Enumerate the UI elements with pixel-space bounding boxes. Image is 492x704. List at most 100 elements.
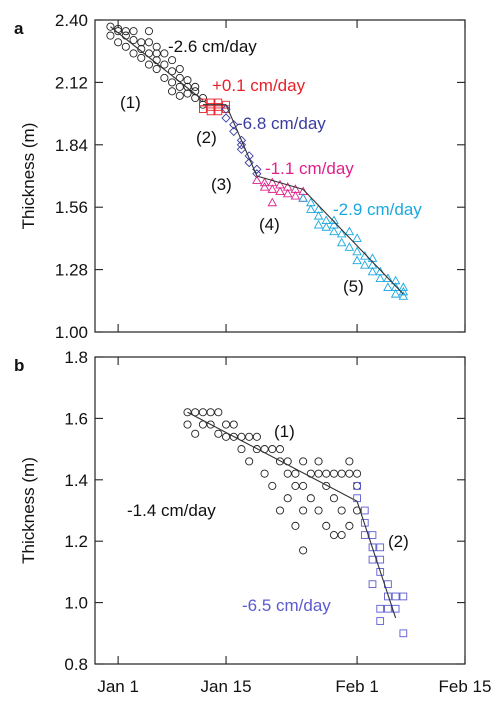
data-point (376, 543, 385, 552)
data-point (229, 126, 239, 137)
data-point (191, 429, 200, 438)
data-point (329, 494, 339, 503)
data-point (399, 629, 408, 638)
y-tick-label: 1.56 (55, 198, 88, 217)
data-point (260, 469, 269, 478)
data-point (336, 228, 347, 238)
y-tick-label: 1.4 (64, 471, 88, 490)
data-point (236, 144, 247, 154)
data-point (376, 604, 385, 613)
data-point (306, 494, 315, 503)
data-point (221, 432, 231, 441)
data-point (344, 242, 355, 251)
data-point (329, 226, 339, 236)
segment-label: (3) (211, 175, 232, 194)
data-point (144, 60, 154, 69)
data-point (322, 521, 331, 530)
data-point (376, 555, 385, 564)
data-point (337, 469, 346, 478)
data-point (175, 64, 184, 74)
data-point (252, 445, 261, 454)
data-point (329, 469, 339, 478)
data-point (299, 457, 308, 466)
data-point (175, 91, 184, 100)
data-point (160, 60, 169, 69)
panel-b: b 0.8 1.0 1.2 1.4 1.6 1.8 Thickness (m) Jan 1 Jan… (14, 348, 491, 696)
data-point (168, 78, 177, 87)
data-point (275, 506, 285, 515)
data-point (268, 481, 277, 490)
data-point (214, 98, 223, 107)
fit-line (302, 188, 404, 295)
y-axis-label: Thickness (m) (19, 123, 38, 230)
data-point (329, 531, 339, 540)
data-point (298, 193, 308, 202)
series-0 (183, 408, 362, 555)
data-point (114, 27, 123, 36)
fit-line (225, 104, 258, 177)
data-point (199, 105, 207, 113)
data-point (152, 64, 161, 74)
rate-annotation: -6.8 cm/day (237, 114, 326, 133)
data-point (106, 31, 115, 40)
data-point (229, 432, 238, 441)
data-point (322, 469, 331, 478)
data-point (390, 288, 401, 298)
y-tick-label: 1.28 (55, 261, 88, 280)
segment-label: (1) (120, 93, 141, 112)
data-point (229, 420, 238, 429)
data-point (121, 27, 130, 36)
data-point (376, 617, 385, 625)
data-point (291, 521, 300, 530)
data-point (191, 82, 200, 91)
data-point (398, 282, 409, 291)
segment-label: (1) (274, 422, 295, 441)
data-point (360, 506, 369, 515)
segment-label: (2) (196, 128, 217, 147)
data-point (183, 89, 192, 98)
rate-annotation: +0.1 cm/day (212, 76, 306, 95)
data-point (275, 445, 285, 454)
y-tick-label: 1.2 (64, 532, 88, 551)
data-point (183, 420, 192, 429)
data-point (214, 429, 223, 438)
data-point (168, 56, 177, 65)
data-point (137, 53, 146, 62)
data-point (244, 151, 254, 161)
data-point (245, 457, 254, 466)
data-point (367, 266, 378, 276)
data-point (345, 457, 354, 466)
fit-line (187, 411, 358, 502)
rate-annotation: -6.5 cm/day (242, 596, 331, 615)
data-point (291, 469, 300, 478)
data-point (267, 197, 278, 207)
data-point (229, 120, 239, 130)
data-point (375, 273, 385, 282)
data-point (129, 27, 138, 36)
data-point (175, 82, 184, 91)
data-point (282, 188, 293, 198)
data-point (221, 104, 231, 114)
data-point (345, 521, 354, 530)
data-point (160, 73, 169, 82)
data-point (114, 38, 123, 47)
data-point (376, 568, 385, 576)
data-point (313, 219, 324, 229)
data-point (352, 255, 362, 265)
data-point (206, 408, 215, 417)
data-point (298, 193, 308, 202)
plot-frame (94, 356, 466, 665)
data-point (252, 164, 262, 174)
data-point (314, 457, 323, 466)
data-point (198, 408, 207, 417)
y-tick-label: 1.0 (64, 594, 88, 613)
series-1 (199, 98, 230, 116)
data-point (383, 273, 393, 282)
data-point (206, 107, 215, 116)
y-tick-label: 1.6 (64, 409, 88, 428)
data-point (137, 38, 146, 47)
data-point (129, 49, 138, 58)
data-point (384, 604, 392, 613)
data-point (337, 531, 346, 540)
data-point (168, 87, 177, 96)
